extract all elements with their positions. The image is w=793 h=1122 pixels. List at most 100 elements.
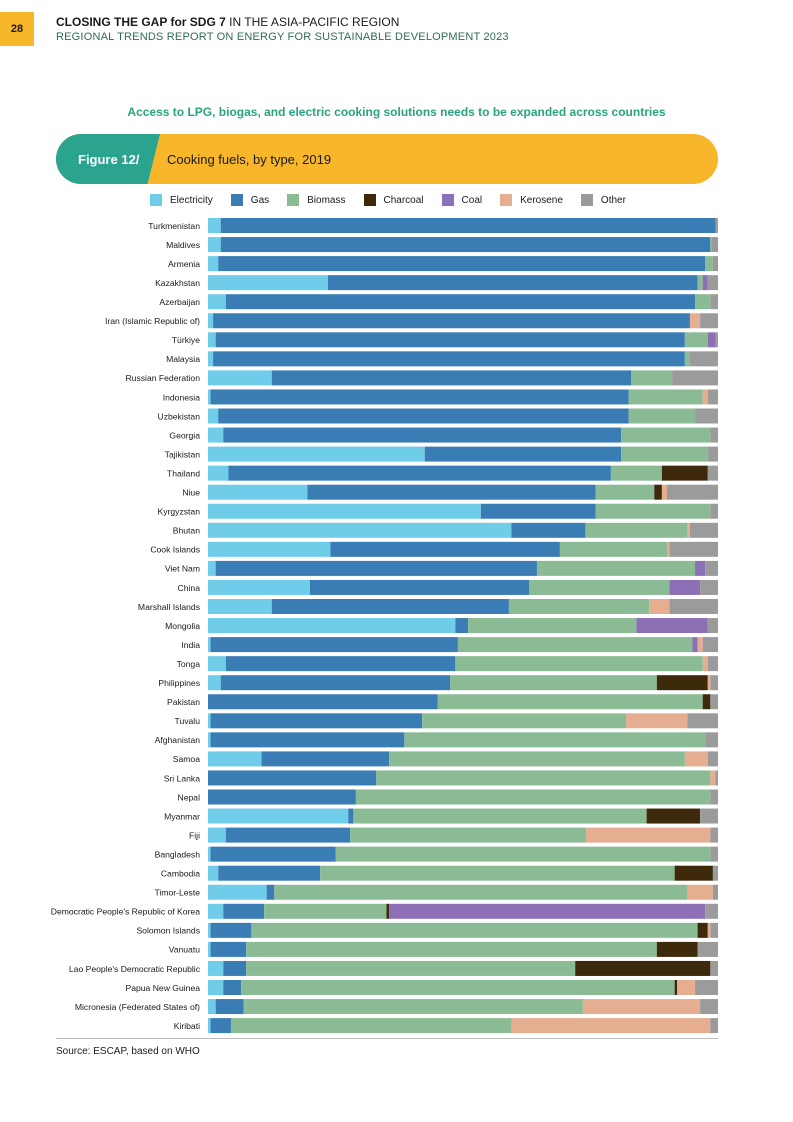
bar-segment-armenia-gas: [218, 256, 706, 272]
bar-segment-mongolia-other: [707, 618, 718, 634]
report-header-title: CLOSING THE GAP for SDG 7 IN THE ASIA-PA…: [56, 15, 399, 29]
bar-segment-democratic-people-s-republic-of-korea-charcoal: [386, 903, 390, 919]
bar-segment-kiribati-kerosene: [511, 1018, 711, 1034]
bar-segment-marshall-islands-electricity: [208, 599, 272, 614]
bar-segment-thailand-gas: [228, 465, 611, 481]
bar-segment-philippines-charcoal: [656, 675, 708, 691]
bar-segment-solomon-islands-gas: [210, 922, 252, 938]
bar-segment-india-gas: [210, 637, 458, 653]
bar-segment-myanmar-other: [700, 808, 718, 824]
category-label-georgia: Georgia: [169, 430, 200, 440]
category-label-nepal: Nepal: [178, 792, 201, 802]
bar-segment-russian-federation-gas: [271, 370, 632, 386]
bar-segment-thailand-electricity: [208, 465, 229, 481]
category-label-sri-lanka: Sri Lanka: [164, 773, 201, 783]
bar-segment-solomon-islands-charcoal: [697, 922, 708, 938]
bar-segment-micronesia-federated-states-of-other: [700, 999, 718, 1015]
bar-segment-maldives-other: [711, 237, 718, 253]
bar-segment-india-biomass: [457, 637, 693, 653]
bar-segment-thailand-charcoal: [661, 465, 708, 481]
legend-item-kerosene: Kerosene: [500, 194, 563, 206]
legend-swatch-other: [580, 194, 593, 206]
bar-segment-myanmar-electricity: [208, 808, 349, 824]
legend-swatch-biomass: [287, 194, 300, 206]
figure-banner: [56, 134, 718, 184]
bar-segment-viet-nam-coal: [695, 560, 706, 576]
category-label-cambodia: Cambodia: [161, 869, 200, 879]
report-header-title-bold: CLOSING THE GAP for SDG 7: [56, 15, 226, 29]
bar-segment-indonesia-other: [707, 389, 718, 405]
bar-segment-tajikistan-other: [707, 446, 718, 462]
category-label-marshall-islands: Marshall Islands: [138, 602, 200, 612]
bar-segment-kyrgyzstan-gas: [480, 503, 596, 519]
bar-segment-timor-leste-kerosene: [687, 884, 713, 900]
category-label-lao-people-s-democratic-republic: Lao People's Democratic Republic: [69, 964, 201, 974]
legend-label-biomass: Biomass: [307, 194, 346, 206]
bar-segment-iran-islamic-republic-of-gas: [213, 313, 690, 329]
bar-segment-tuvalu-electricity: [208, 713, 211, 729]
bar-segment-china-electricity: [208, 579, 310, 595]
bar-segment-turkmenistan-gas: [220, 218, 716, 233]
bar-segment-tuvalu-biomass: [422, 713, 627, 729]
bar-segment-kazakhstan-gas: [327, 275, 698, 291]
legend-item-biomass: Biomass: [287, 194, 346, 206]
bar-segment-armenia-other: [712, 256, 718, 272]
bar-segment-micronesia-federated-states-of-biomass: [243, 999, 583, 1015]
bar-segment-myanmar-gas: [348, 808, 354, 824]
bar-segment-georgia-other: [710, 427, 718, 443]
bar-segment-fiji-electricity: [208, 827, 226, 843]
bar-segment-timor-leste-other: [712, 884, 718, 900]
category-label-india: India: [181, 640, 200, 650]
legend-item-gas: Gas: [230, 194, 269, 206]
bar-segment-malaysia-biomass: [684, 351, 690, 367]
category-label-russian-federation: Russian Federation: [125, 373, 200, 383]
legend-swatch-gas: [230, 194, 243, 206]
category-label-mongolia: Mongolia: [165, 621, 200, 631]
bar-segment-niue-kerosene: [661, 484, 667, 500]
legend-swatch-charcoal: [363, 194, 376, 206]
bar-segment-kyrgyzstan-biomass: [595, 503, 711, 519]
legend-swatch-electricity: [150, 194, 162, 206]
source-note: Source: ESCAP, based on WHO: [56, 1046, 200, 1057]
bar-segment-solomon-islands-other: [710, 922, 718, 938]
bar-segment-micronesia-federated-states-of-gas: [215, 999, 244, 1015]
bar-segment-armenia-electricity: [208, 256, 219, 272]
bar-segment-vanuatu-charcoal: [656, 941, 698, 957]
bar-segment-papua-new-guinea-charcoal: [674, 980, 678, 995]
bar-segment-democratic-people-s-republic-of-korea-gas: [223, 903, 265, 919]
bar-segment-india-other: [702, 637, 718, 653]
bar-segment-india-coal: [692, 637, 698, 653]
bar-segment-kiribati-other: [710, 1018, 718, 1034]
bar-segment-myanmar-charcoal: [646, 808, 701, 824]
bar-segment-marshall-islands-biomass: [508, 599, 650, 614]
bar-segment-bangladesh-electricity: [208, 846, 211, 862]
bar-segment-china-coal: [669, 579, 701, 595]
bar-segment-russian-federation-other: [672, 370, 718, 386]
bar-segment-timor-leste-gas: [266, 884, 275, 900]
bar-segment-tonga-other: [707, 656, 718, 672]
page-number: 28: [0, 12, 34, 46]
category-label-vanuatu: Vanuatu: [169, 945, 201, 955]
figure-label: Figure 12/: [56, 134, 160, 184]
bar-segment-philippines-other: [710, 675, 718, 691]
bar-segment-cook-islands-biomass: [559, 541, 667, 557]
bar-segment-india-kerosene: [697, 637, 703, 653]
bar-segment-sri-lanka-biomass: [376, 770, 711, 786]
bar-segment-nepal-biomass: [355, 789, 711, 805]
bar-segment-niue-other: [667, 484, 718, 500]
bar-segment-iran-islamic-republic-of-other: [700, 313, 718, 329]
category-label-tuvalu: Tuvalu: [175, 716, 201, 726]
bar-segment-pakistan-charcoal: [702, 694, 711, 710]
legend-label-electricity: Electricity: [170, 194, 213, 206]
category-label-tonga: Tonga: [177, 659, 201, 669]
bar-segment-vanuatu-biomass: [246, 941, 657, 957]
bar-segment-pakistan-other: [710, 694, 718, 710]
bar-segment-tajikistan-biomass: [621, 446, 708, 462]
bar-segment-iran-islamic-republic-of-kerosene: [689, 313, 701, 329]
category-label-afghanistan: Afghanistan: [155, 735, 201, 745]
bar-segment-indonesia-electricity: [208, 389, 211, 405]
bar-segment-samoa-other: [707, 751, 718, 767]
bar-segment-cambodia-gas: [218, 865, 321, 881]
bar-segment-malaysia-other: [689, 351, 718, 367]
category-label-azerbaijan: Azerbaijan: [159, 297, 200, 307]
